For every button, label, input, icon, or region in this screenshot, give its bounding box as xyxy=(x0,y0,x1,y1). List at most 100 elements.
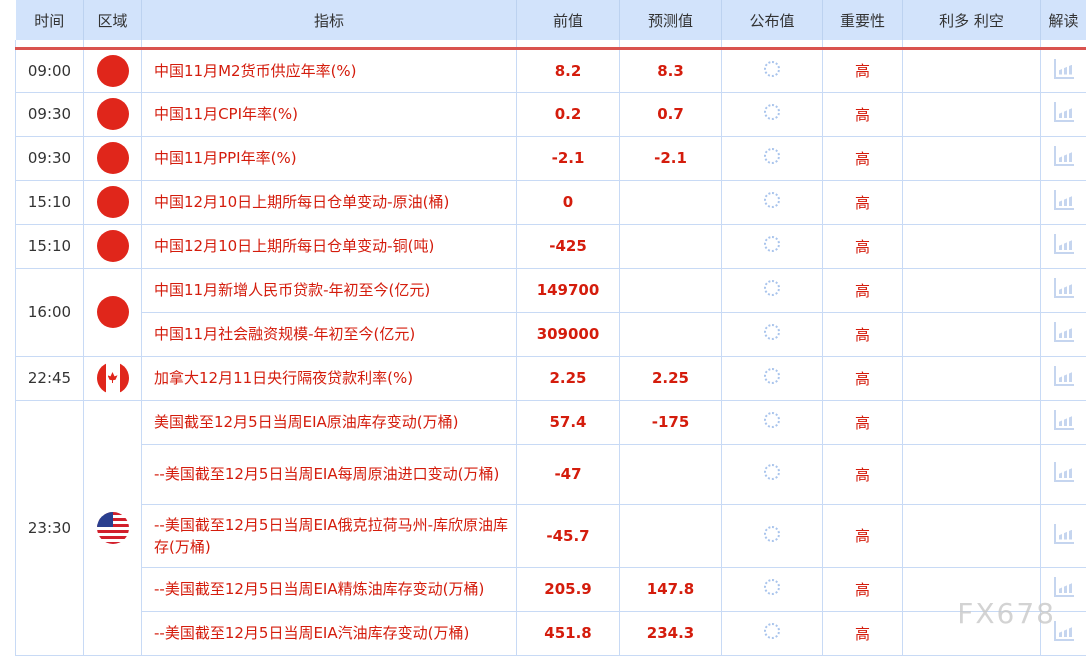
actual-value-cell xyxy=(722,504,823,567)
interpret-cell[interactable] xyxy=(1041,268,1086,312)
chart-icon[interactable] xyxy=(1054,59,1074,79)
chart-icon[interactable] xyxy=(1054,146,1074,166)
forecast-value: 2.25 xyxy=(620,356,722,400)
loading-spinner-icon xyxy=(764,464,780,480)
interpret-cell[interactable] xyxy=(1041,312,1086,356)
chart-icon[interactable] xyxy=(1054,577,1074,597)
interpret-cell[interactable] xyxy=(1041,356,1086,400)
actual-value-cell xyxy=(722,48,823,92)
region-cell xyxy=(84,224,142,268)
importance: 高 xyxy=(823,136,903,180)
forecast-value xyxy=(620,504,722,567)
bull-bear-cell xyxy=(903,224,1041,268)
forecast-value xyxy=(620,268,722,312)
time-cell: 23:30 xyxy=(16,400,84,655)
actual-value-cell xyxy=(722,356,823,400)
current-time-separator xyxy=(16,40,1086,48)
loading-spinner-icon xyxy=(764,623,780,639)
bull-bear-cell xyxy=(903,504,1041,567)
forecast-value: 0.7 xyxy=(620,92,722,136)
previous-value: -45.7 xyxy=(517,504,620,567)
importance: 高 xyxy=(823,312,903,356)
actual-value-cell xyxy=(722,400,823,444)
previous-value: 205.9 xyxy=(517,567,620,611)
actual-value-cell xyxy=(722,224,823,268)
indicator-link[interactable]: 美国截至12月5日当周EIA原油库存变动(万桶) xyxy=(142,400,517,444)
indicator-link[interactable]: 中国11月社会融资规模-年初至今(亿元) xyxy=(142,312,517,356)
actual-value-cell xyxy=(722,567,823,611)
indicator-link[interactable]: --美国截至12月5日当周EIA精炼油库存变动(万桶) xyxy=(142,567,517,611)
column-header: 区域 xyxy=(84,0,142,40)
chart-icon[interactable] xyxy=(1054,102,1074,122)
column-header: 预测值 xyxy=(620,0,722,40)
actual-value-cell xyxy=(722,611,823,655)
interpret-cell[interactable] xyxy=(1041,180,1086,224)
interpret-cell[interactable] xyxy=(1041,48,1086,92)
table-row[interactable]: 中国11月社会融资规模-年初至今(亿元)309000 高 xyxy=(16,312,1086,356)
previous-value: 309000 xyxy=(517,312,620,356)
interpret-cell[interactable] xyxy=(1041,224,1086,268)
indicator-link[interactable]: 中国11月PPI年率(%) xyxy=(142,136,517,180)
interpret-cell[interactable] xyxy=(1041,92,1086,136)
interpret-cell[interactable] xyxy=(1041,400,1086,444)
interpret-cell[interactable] xyxy=(1041,444,1086,504)
bull-bear-cell xyxy=(903,444,1041,504)
bull-bear-cell xyxy=(903,92,1041,136)
indicator-link[interactable]: 中国12月10日上期所每日仓单变动-原油(桶) xyxy=(142,180,517,224)
importance: 高 xyxy=(823,400,903,444)
previous-value: -425 xyxy=(517,224,620,268)
chart-icon[interactable] xyxy=(1054,322,1074,342)
region-cell xyxy=(84,136,142,180)
loading-spinner-icon xyxy=(764,148,780,164)
interpret-cell[interactable] xyxy=(1041,136,1086,180)
time-cell: 09:00 xyxy=(16,48,84,92)
china-flag-icon xyxy=(97,98,129,130)
china-flag-icon xyxy=(97,55,129,87)
column-header: 解读 xyxy=(1041,0,1086,40)
loading-spinner-icon xyxy=(764,61,780,77)
indicator-link[interactable]: 中国11月M2货币供应年率(%) xyxy=(142,48,517,92)
chart-icon[interactable] xyxy=(1054,410,1074,430)
chart-icon[interactable] xyxy=(1054,234,1074,254)
chart-icon[interactable] xyxy=(1054,366,1074,386)
bull-bear-cell xyxy=(903,312,1041,356)
bull-bear-cell xyxy=(903,136,1041,180)
indicator-link[interactable]: --美国截至12月5日当周EIA每周原油进口变动(万桶) xyxy=(142,444,517,504)
loading-spinner-icon xyxy=(764,412,780,428)
chart-icon[interactable] xyxy=(1054,621,1074,641)
indicator-link[interactable]: 中国11月新增人民币贷款-年初至今(亿元) xyxy=(142,268,517,312)
column-header: 公布值 xyxy=(722,0,823,40)
bull-bear-cell xyxy=(903,48,1041,92)
indicator-link[interactable]: 加拿大12月11日央行隔夜贷款利率(%) xyxy=(142,356,517,400)
chart-icon[interactable] xyxy=(1054,524,1074,544)
indicator-link[interactable]: --美国截至12月5日当周EIA俄克拉荷马州-库欣原油库存(万桶) xyxy=(142,504,517,567)
chart-icon[interactable] xyxy=(1054,190,1074,210)
actual-value-cell xyxy=(722,312,823,356)
loading-spinner-icon xyxy=(764,368,780,384)
indicator-link[interactable]: 中国11月CPI年率(%) xyxy=(142,92,517,136)
region-cell xyxy=(84,268,142,356)
chart-icon[interactable] xyxy=(1054,278,1074,298)
forecast-value: 147.8 xyxy=(620,567,722,611)
loading-spinner-icon xyxy=(764,236,780,252)
indicator-link[interactable]: 中国12月10日上期所每日仓单变动-铜(吨) xyxy=(142,224,517,268)
importance: 高 xyxy=(823,180,903,224)
indicator-link[interactable]: --美国截至12月5日当周EIA汽油库存变动(万桶) xyxy=(142,611,517,655)
interpret-cell[interactable] xyxy=(1041,504,1086,567)
chart-icon[interactable] xyxy=(1054,462,1074,482)
usa-flag-icon xyxy=(97,512,129,544)
